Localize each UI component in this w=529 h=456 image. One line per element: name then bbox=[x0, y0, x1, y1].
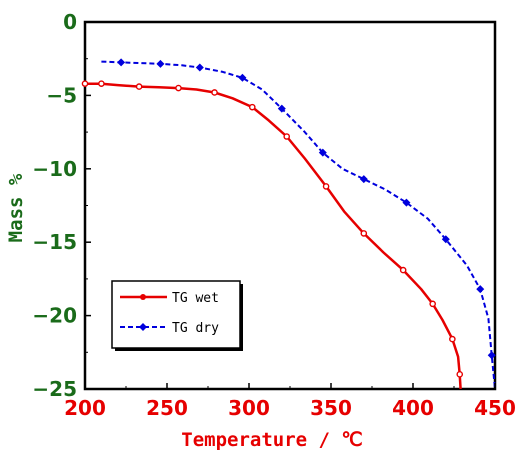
data-point-tg-wet bbox=[283, 133, 291, 140]
y-tick-label: −20 bbox=[32, 304, 77, 328]
x-tick-label: 450 bbox=[474, 396, 516, 420]
data-point-tg-wet bbox=[135, 83, 143, 90]
data-point-tg-wet bbox=[449, 335, 456, 343]
x-tick-label: 250 bbox=[146, 396, 188, 420]
data-point-tg-dry bbox=[359, 175, 368, 184]
legend-box-shadow bbox=[115, 348, 243, 351]
y-tick-label: −10 bbox=[32, 157, 77, 181]
data-point-tg-wet bbox=[98, 80, 105, 87]
data-point-tg-dry bbox=[238, 73, 247, 82]
data-point-tg-wet bbox=[175, 84, 182, 92]
data-point-tg-wet bbox=[248, 103, 256, 111]
data-point-tg-dry bbox=[195, 63, 204, 72]
legend-label-tg-wet: TG wet bbox=[172, 291, 219, 306]
data-point-tg-dry bbox=[318, 148, 327, 157]
legend: TG wet TG dry bbox=[111, 280, 243, 351]
data-point-tg-dry bbox=[441, 235, 450, 244]
series-line-tg-dry bbox=[101, 60, 496, 390]
y-tick-label: −5 bbox=[46, 83, 77, 107]
x-axis: 200 250 300 350 400 450 bbox=[64, 383, 516, 420]
data-point-tg-wet bbox=[456, 371, 464, 378]
series-line-tg-wet bbox=[85, 82, 462, 390]
series-layer bbox=[81, 58, 496, 390]
data-point-tg-wet bbox=[322, 183, 330, 190]
data-point-tg-wet bbox=[81, 80, 89, 87]
x-axis-label: Temperature / ℃ bbox=[181, 429, 362, 451]
data-point-tg-wet bbox=[429, 300, 436, 308]
legend-label-tg-dry: TG dry bbox=[172, 321, 219, 336]
data-point-tg-dry bbox=[402, 198, 411, 207]
data-point-tg-dry bbox=[277, 104, 286, 113]
data-point-tg-wet bbox=[399, 266, 407, 274]
data-point-tg-wet bbox=[211, 89, 218, 96]
data-point-tg-dry bbox=[476, 285, 485, 294]
legend-box-shadow bbox=[240, 284, 243, 351]
data-point-tg-dry bbox=[156, 59, 165, 68]
data-point-tg-wet bbox=[360, 230, 368, 237]
y-tick-label: −25 bbox=[32, 377, 77, 401]
x-tick-label: 400 bbox=[392, 396, 434, 420]
y-axis-label: Mass % bbox=[5, 173, 27, 242]
y-tick-label: 0 bbox=[63, 10, 77, 34]
legend-marker-tg-wet bbox=[140, 294, 146, 300]
data-point-tg-dry bbox=[117, 58, 126, 67]
x-tick-label: 350 bbox=[310, 396, 352, 420]
legend-marker-tg-dry bbox=[139, 323, 147, 331]
y-axis: 0 −5 −10 −15 −20 −25 bbox=[32, 10, 91, 401]
data-point-tg-dry bbox=[487, 351, 496, 360]
x-tick-label: 300 bbox=[228, 396, 270, 420]
x-tick-label: 200 bbox=[64, 396, 106, 420]
y-tick-label: −15 bbox=[32, 230, 77, 254]
